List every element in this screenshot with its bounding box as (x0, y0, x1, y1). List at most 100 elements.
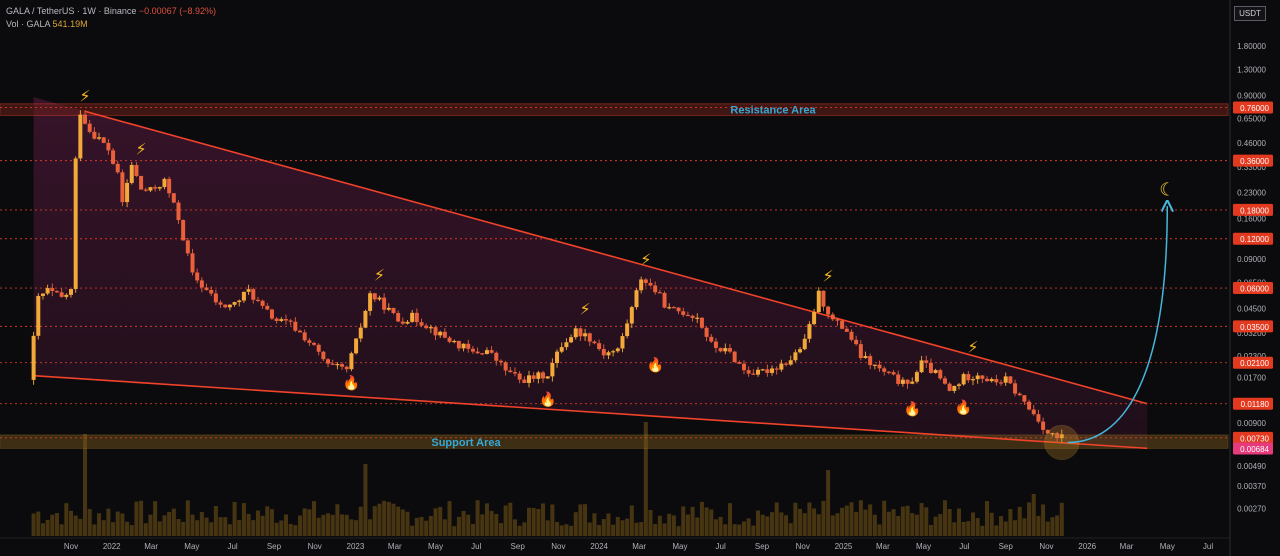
volume-bar (246, 513, 251, 536)
candle-body (709, 336, 714, 342)
candle-body (153, 187, 158, 189)
volume-bar (461, 510, 466, 536)
volume-bar (629, 505, 634, 536)
volume-bar (125, 521, 130, 536)
currency-selector[interactable]: USDT (1234, 6, 1266, 21)
candle-body (564, 342, 569, 348)
candle-body (634, 290, 639, 308)
y-tick-label: 0.46000 (1237, 139, 1266, 148)
candle-body (69, 289, 73, 295)
level-tag (1233, 397, 1273, 410)
candle-body (643, 279, 648, 283)
x-tick-label: 2026 (1078, 542, 1096, 551)
candle-body (667, 307, 672, 309)
candle-body (816, 290, 821, 313)
volume-bar (190, 514, 195, 536)
volume-bar (382, 500, 387, 536)
fire-icon: 🔥 (646, 356, 663, 373)
volume-bar (227, 524, 232, 536)
x-tick-label: Sep (511, 542, 526, 551)
volume-bar (45, 519, 50, 536)
volume-bar (536, 508, 541, 536)
volume-bar (466, 514, 471, 536)
candle-body (209, 290, 214, 294)
volume-bar (1003, 521, 1008, 536)
y-tick-label: 0.04500 (1237, 305, 1266, 314)
volume-bar (307, 509, 312, 536)
candle-body (167, 178, 172, 194)
level-tag (1233, 203, 1273, 216)
volume-bar (171, 508, 176, 536)
candle-body (741, 363, 746, 371)
volume-bar (251, 520, 256, 536)
volume-bar (428, 516, 433, 536)
candle-body (536, 372, 541, 379)
volume-bar (139, 500, 144, 536)
volume-bar (162, 515, 167, 536)
candle-body (685, 314, 690, 317)
candle-body (312, 342, 317, 345)
candle-body (283, 319, 288, 321)
volume-bar (601, 519, 606, 536)
volume-bar (891, 509, 896, 536)
volume-bar (774, 502, 779, 536)
volume-bar (597, 525, 602, 536)
candle-body (629, 307, 634, 324)
candle-body (681, 311, 686, 315)
volume-bar (541, 503, 546, 536)
current-price-tag (1233, 442, 1273, 455)
candle-body (73, 158, 78, 290)
level-tag (1233, 282, 1273, 295)
x-tick-label: Nov (796, 542, 810, 551)
candle-body (512, 372, 517, 374)
volume-bar (54, 513, 59, 536)
volume-bars (31, 422, 1064, 536)
candle-body (639, 279, 644, 291)
y-tick-label: 0.16000 (1237, 214, 1266, 223)
volume-bar (349, 519, 354, 536)
x-tick-label: Nov (1039, 542, 1053, 551)
candle-body (620, 336, 625, 349)
candle-body (466, 343, 471, 349)
volume-bar (947, 509, 952, 536)
volume-bar (676, 526, 681, 536)
volume-bar (779, 512, 784, 536)
candle-body (592, 341, 597, 344)
candle-body (106, 142, 111, 151)
volume-bar (989, 512, 994, 536)
volume-bar (830, 515, 835, 536)
candle-body (414, 312, 419, 323)
candle-body (358, 327, 363, 339)
volume-bar (195, 520, 200, 536)
candle-body (480, 353, 485, 355)
volume-bar (129, 525, 134, 536)
candle-body (349, 353, 354, 370)
volume-bar (288, 524, 293, 536)
volume-bar (312, 501, 317, 536)
volume-bar (657, 515, 662, 536)
candle-body (368, 293, 373, 311)
candle-body (255, 299, 260, 301)
volume-bar (498, 523, 503, 536)
candle-body (550, 363, 555, 377)
volume-bar (167, 511, 172, 536)
volume-bar (69, 510, 73, 536)
candle-body (64, 294, 69, 297)
volume-bar (419, 516, 424, 536)
volume-bar (302, 508, 307, 536)
candle-body (774, 368, 779, 370)
volume-bar (101, 520, 106, 536)
candle-body (438, 331, 443, 336)
candles (31, 110, 1064, 443)
volume-bar (975, 518, 980, 536)
volume-bar (592, 513, 597, 536)
candle-body (900, 379, 905, 384)
candle-body (223, 304, 228, 308)
volume-bar (854, 512, 859, 536)
candle-body (433, 327, 438, 336)
candle-body (382, 297, 387, 310)
candle-body (428, 327, 433, 329)
volume-bar (788, 523, 793, 536)
candle-body (517, 373, 522, 380)
